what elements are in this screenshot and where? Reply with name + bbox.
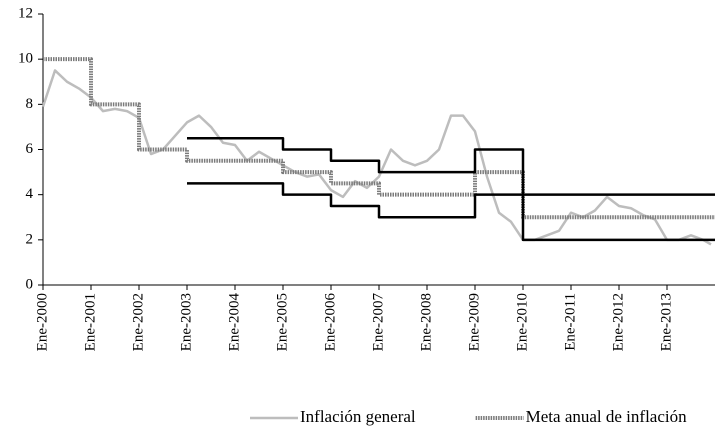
x-tick-label: Ene-2008 bbox=[418, 293, 434, 351]
legend-label: Meta anual de inflación bbox=[526, 407, 687, 426]
x-tick-label: Ene-2010 bbox=[514, 293, 530, 351]
x-tick-label: Ene-2009 bbox=[466, 293, 482, 351]
y-tick-label: 4 bbox=[26, 186, 34, 202]
series-line bbox=[187, 136, 715, 196]
x-tick-label: Ene-2012 bbox=[610, 293, 626, 351]
y-tick-label: 6 bbox=[26, 141, 34, 157]
y-tick-label: 12 bbox=[18, 5, 33, 21]
y-tick-label: 10 bbox=[18, 51, 33, 67]
series-line bbox=[41, 69, 712, 246]
x-tick-label: Ene-2005 bbox=[274, 293, 290, 351]
series-line bbox=[187, 182, 715, 242]
legend-label: Inflación general bbox=[300, 407, 416, 426]
x-tick-label: Ene-2004 bbox=[226, 293, 242, 352]
x-tick-label: Ene-2000 bbox=[34, 293, 50, 351]
y-tick-label: 2 bbox=[26, 231, 34, 247]
y-tick-label: 8 bbox=[26, 96, 34, 112]
x-tick-label: Ene-2007 bbox=[370, 293, 386, 352]
x-tick-label: Ene-2001 bbox=[82, 293, 98, 351]
x-tick-label: Ene-2003 bbox=[178, 293, 194, 351]
x-tick-label: Ene-2002 bbox=[130, 293, 146, 351]
x-tick-label: Ene-2006 bbox=[322, 293, 338, 352]
x-tick-label: Ene-2011 bbox=[562, 293, 578, 351]
series-line bbox=[43, 57, 715, 220]
y-tick-label: 0 bbox=[26, 276, 34, 292]
x-tick-label: Ene-2013 bbox=[658, 293, 674, 351]
